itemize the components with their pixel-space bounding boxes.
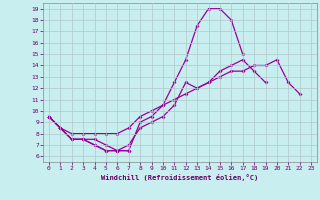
X-axis label: Windchill (Refroidissement éolien,°C): Windchill (Refroidissement éolien,°C) [101, 174, 259, 181]
